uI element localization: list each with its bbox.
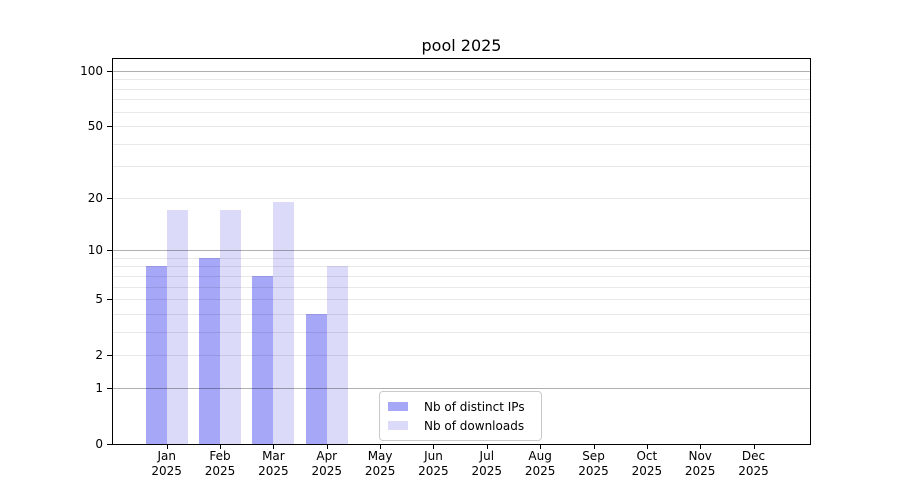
gridline-3 (113, 332, 810, 333)
x-tick-label-jan: Jan 2025 (151, 449, 182, 478)
legend-swatch-nb-of-distinct-ips (388, 402, 408, 411)
y-tick-mark-5 (107, 299, 113, 301)
y-tick-label-50: 50 (87, 119, 103, 134)
bars-layer (113, 59, 810, 444)
x-tick-label-may: May 2025 (364, 449, 396, 478)
gridline-8 (113, 266, 810, 267)
y-tick-label-5: 5 (95, 292, 103, 307)
x-tick-mark-jul (486, 445, 488, 449)
gridline-5 (113, 299, 810, 300)
x-tick-label-nov: Nov 2025 (684, 449, 716, 478)
x-tick-mark-may (380, 445, 382, 449)
gridline-30 (113, 166, 810, 167)
gridline-1 (113, 388, 810, 389)
x-tick-label-aug: Aug 2025 (524, 449, 556, 478)
bar-nb-of-distinct-ips-jan (145, 266, 167, 444)
y-tick-mark-10 (107, 250, 113, 252)
gridline-50 (113, 126, 810, 127)
gridline-100 (113, 71, 810, 72)
y-tick-label-2: 2 (95, 348, 103, 363)
gridline-6 (113, 287, 810, 288)
x-tick-mark-aug (540, 445, 542, 449)
gridline-4 (113, 314, 810, 315)
x-tick-label-sep: Sep 2025 (578, 449, 609, 478)
grid-layer (113, 59, 810, 444)
bar-nb-of-downloads-jan (166, 210, 188, 444)
legend: Nb of distinct IPs Nb of downloads (379, 391, 542, 441)
gridline-90 (113, 79, 810, 80)
bar-nb-of-downloads-feb (220, 210, 242, 444)
legend-label-nb-of-downloads: Nb of downloads (424, 418, 525, 433)
bar-nb-of-distinct-ips-feb (199, 257, 221, 444)
x-tick-label-oct: Oct 2025 (631, 449, 663, 478)
y-tick-mark-100 (107, 70, 113, 72)
y-tick-label-10: 10 (87, 243, 103, 258)
y-tick-mark-2 (107, 355, 113, 357)
x-tick-mark-sep (593, 445, 595, 449)
gridline-2 (113, 355, 810, 356)
x-tick-mark-feb (220, 445, 222, 449)
x-tick-label-dec: Dec 2025 (738, 449, 769, 478)
gridline-40 (113, 144, 810, 145)
x-tick-label-jun: Jun 2025 (418, 449, 449, 478)
plot-area: Nb of distinct IPs Nb of downloads (112, 58, 811, 445)
x-tick-label-feb: Feb 2025 (204, 449, 236, 478)
y-tick-mark-20 (107, 197, 113, 199)
y-tick-label-100: 100 (80, 63, 103, 78)
bar-nb-of-distinct-ips-apr (305, 313, 327, 444)
y-tick-label-20: 20 (87, 190, 103, 205)
bar-nb-of-downloads-mar (273, 201, 295, 444)
x-tick-mark-mar (273, 445, 275, 449)
bar-nb-of-distinct-ips-mar (252, 275, 274, 444)
gridline-9 (113, 258, 810, 259)
x-tick-mark-apr (326, 445, 328, 449)
x-tick-mark-nov (700, 445, 702, 449)
x-tick-mark-jun (433, 445, 435, 449)
y-tick-mark-50 (107, 126, 113, 128)
gridline-70 (113, 99, 810, 100)
legend-row-nb-of-downloads: Nb of downloads (388, 416, 533, 435)
gridline-7 (113, 276, 810, 277)
bar-nb-of-downloads-apr (326, 266, 348, 444)
gridline-10 (113, 250, 810, 251)
chart-title: pool 2025 (421, 36, 502, 55)
gridline-20 (113, 198, 810, 199)
x-tick-label-jul: Jul 2025 (471, 449, 503, 478)
gridline-60 (113, 112, 810, 113)
legend-label-nb-of-distinct-ips: Nb of distinct IPs (424, 399, 525, 414)
gridline-80 (113, 89, 810, 90)
y-tick-mark-1 (107, 387, 113, 389)
legend-row-nb-of-distinct-ips: Nb of distinct IPs (388, 397, 533, 416)
y-tick-label-1: 1 (95, 380, 103, 395)
legend-swatch-nb-of-downloads (388, 421, 408, 430)
y-tick-mark-0 (107, 444, 113, 445)
x-tick-mark-oct (646, 445, 648, 449)
x-tick-mark-jan (166, 445, 168, 449)
y-tick-label-0: 0 (95, 437, 103, 451)
x-tick-label-mar: Mar 2025 (258, 449, 289, 478)
x-tick-label-apr: Apr 2025 (311, 449, 343, 478)
x-tick-mark-dec (753, 445, 755, 449)
